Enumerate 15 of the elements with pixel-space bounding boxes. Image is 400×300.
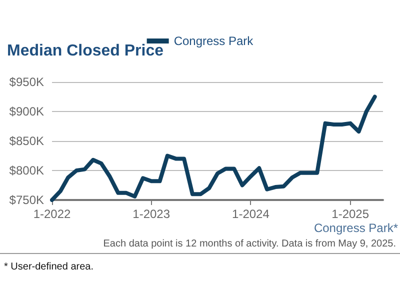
legend-label: Congress Park: [174, 34, 254, 48]
x-tick-label: 1-2023: [132, 207, 170, 221]
text: * User-defined area.: [4, 262, 94, 272]
y-tick-label: $850K: [9, 134, 44, 148]
y-tick-label: $950K: [9, 75, 44, 89]
y-tick-label: $800K: [9, 164, 44, 178]
y-tick-label: $750K: [9, 193, 44, 207]
y-tick-label: $900K: [9, 104, 44, 118]
text: Each data point is 12 months of activity. Data is from May 9, 2025.: [103, 238, 396, 250]
text: Congress Park*: [314, 221, 398, 235]
x-tick-label: 1-2024: [232, 207, 270, 221]
x-tick-label: 1-2022: [33, 207, 72, 221]
line-series: [50, 94, 377, 202]
x-tick-label: 1-2025: [332, 207, 370, 221]
chart-title: Median Closed Price: [7, 42, 164, 60]
